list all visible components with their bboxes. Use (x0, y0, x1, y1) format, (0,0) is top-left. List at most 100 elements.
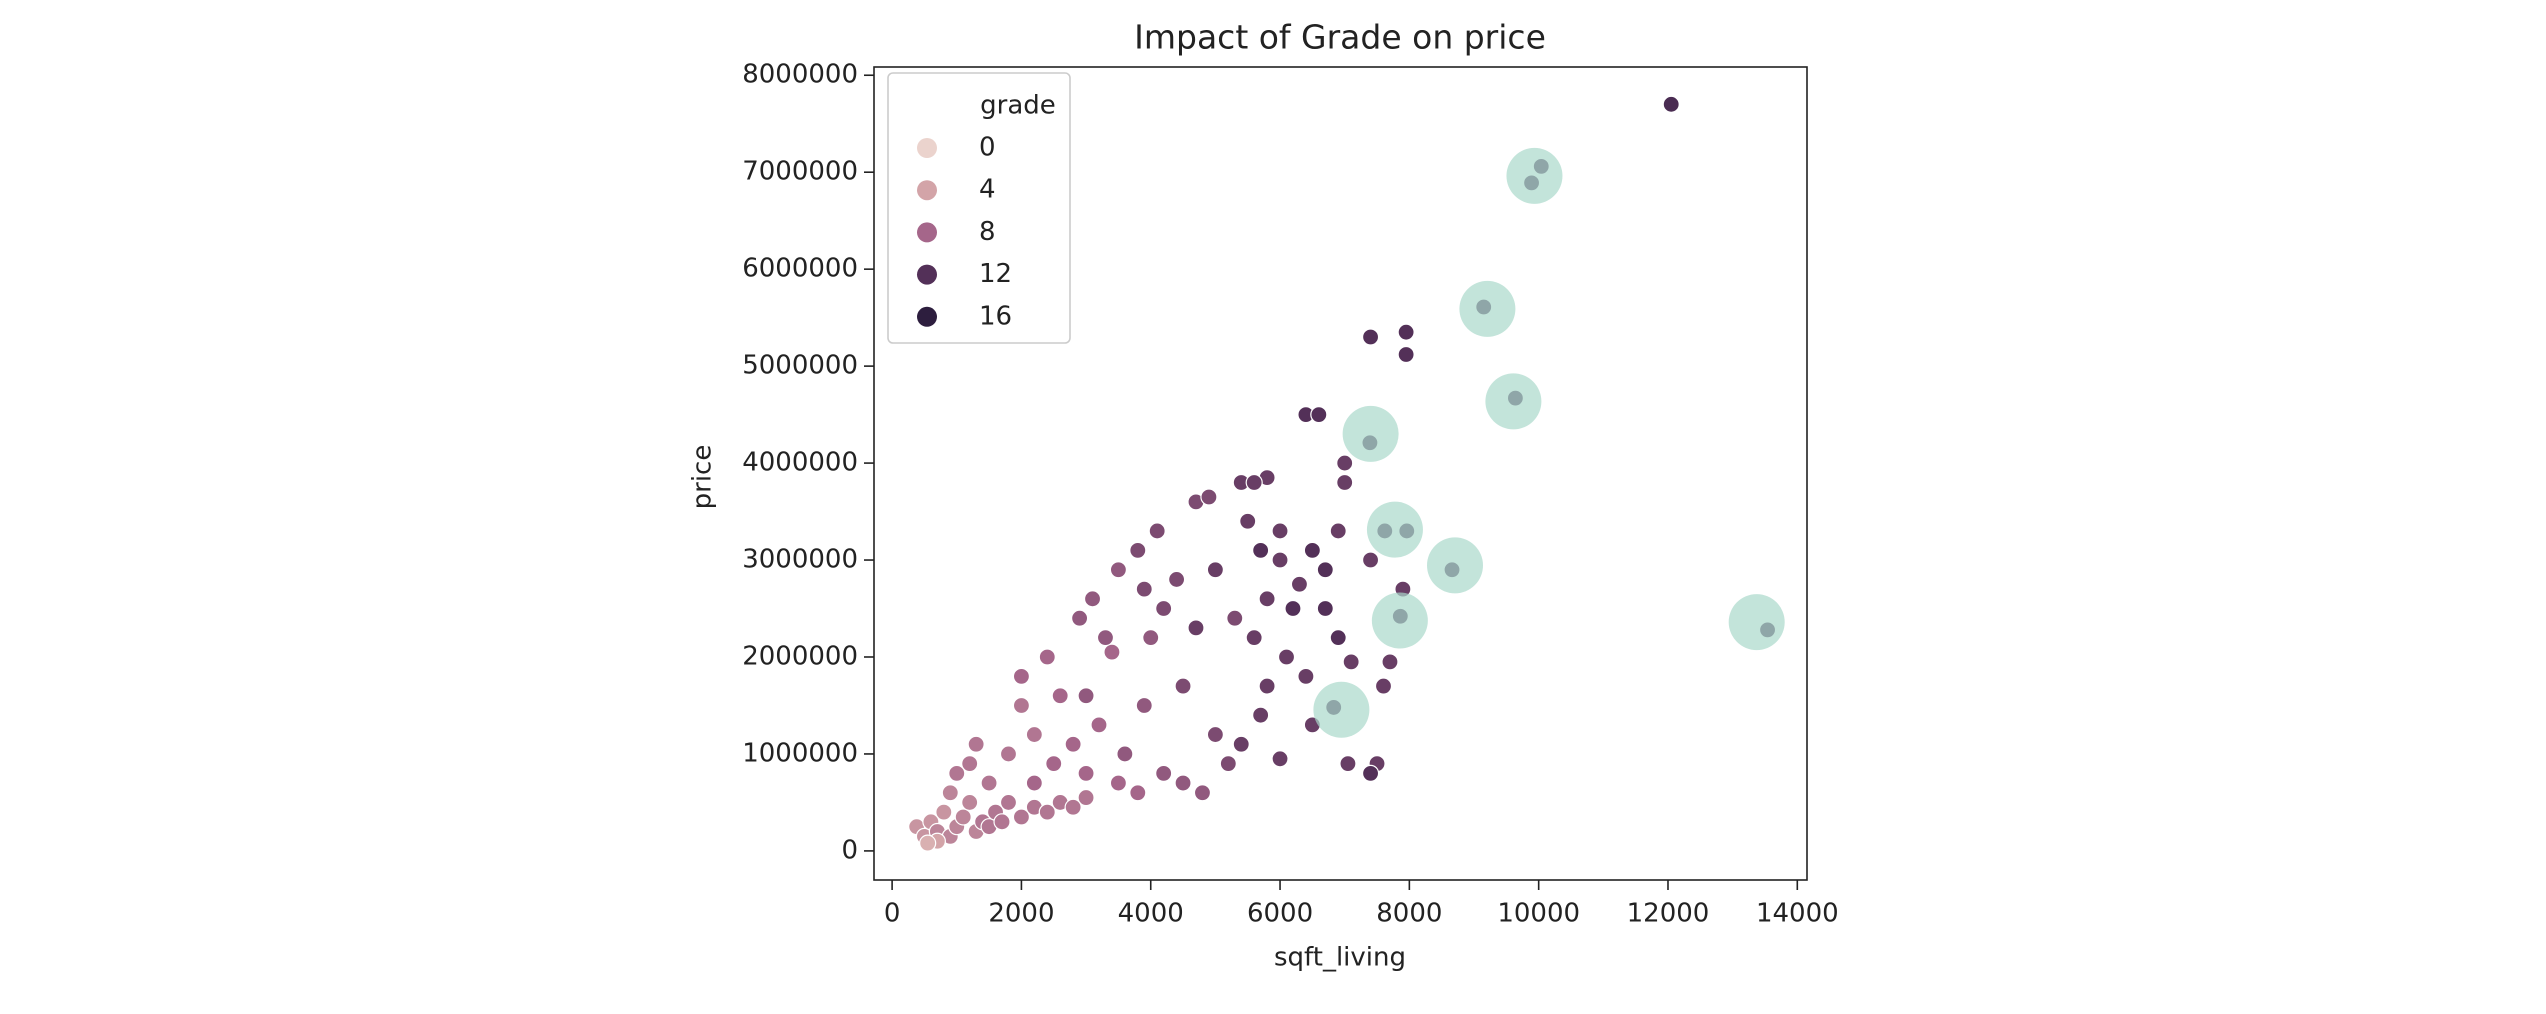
x-tick-label: 2000 (988, 899, 1054, 929)
axes: 0 2000 4000 6000 8000 10000 12000 14000 0 1000000… (742, 60, 1838, 929)
y-tick-label: 0 (841, 835, 858, 865)
point (1077, 687, 1095, 705)
point (1090, 716, 1108, 734)
y-tick-label: 5000000 (742, 351, 858, 381)
point (1200, 488, 1218, 506)
highlight (1485, 373, 1542, 430)
y-tick-label: 8000000 (742, 60, 858, 90)
highlight (1427, 537, 1484, 594)
point (1290, 575, 1309, 593)
point (1103, 643, 1121, 661)
x-tick-label: 8000 (1376, 899, 1442, 929)
x-tick-label: 12000 (1627, 899, 1710, 929)
y-tick-label: 2000000 (742, 641, 858, 671)
point (1012, 696, 1031, 715)
point (1051, 687, 1069, 705)
legend-label: 8 (979, 217, 996, 247)
x-tick-label: 4000 (1118, 899, 1184, 929)
legend-marker (917, 264, 937, 285)
point (993, 813, 1011, 831)
y-axis-label: price (688, 445, 718, 510)
point (1071, 609, 1089, 627)
point (1129, 541, 1147, 559)
legend: grade 0 4 8 12 16 (887, 72, 1071, 344)
point (1148, 522, 1166, 540)
point (1142, 629, 1160, 647)
point (935, 803, 953, 821)
legend-title: grade (980, 91, 1056, 121)
point (1135, 696, 1153, 715)
point (1397, 323, 1415, 341)
point (1129, 784, 1147, 802)
point (1187, 619, 1205, 637)
legend-label: 4 (979, 175, 996, 205)
highlights (1313, 147, 1785, 738)
point (1297, 667, 1315, 685)
point (1239, 512, 1257, 530)
y-tick-label: 3000000 (742, 545, 858, 575)
point (1252, 706, 1270, 724)
point (1361, 328, 1380, 346)
point (1277, 648, 1296, 666)
point (1045, 755, 1063, 773)
point (967, 735, 985, 753)
point (1174, 774, 1192, 792)
x-tick-label: 0 (884, 899, 901, 929)
point (1329, 522, 1347, 540)
point (1258, 677, 1276, 695)
point (961, 793, 979, 812)
point (1193, 784, 1212, 802)
x-axis-label: sqft_living (1274, 943, 1406, 973)
legend-marker (917, 180, 937, 201)
point (1109, 561, 1128, 579)
point (1361, 764, 1380, 782)
point (1271, 750, 1289, 768)
chart-title: Impact of Grade on price (1134, 18, 1546, 57)
y-tick-label: 4000000 (742, 448, 858, 478)
point (1206, 561, 1224, 579)
legend-label: 12 (979, 259, 1012, 289)
highlight (1313, 681, 1370, 738)
point (1284, 599, 1302, 618)
axes-frame (873, 66, 1808, 881)
point (1025, 774, 1043, 792)
point (1116, 745, 1134, 763)
point (1336, 454, 1354, 472)
point (999, 745, 1018, 763)
point (1219, 755, 1237, 773)
point (954, 808, 972, 826)
point (948, 764, 966, 782)
x-tick-label: 14000 (1756, 899, 1839, 929)
point (1329, 629, 1347, 647)
highlight (1728, 594, 1785, 651)
point (1245, 629, 1263, 647)
point (1245, 473, 1263, 492)
point (1342, 653, 1360, 671)
highlight (1371, 592, 1428, 649)
point (1174, 677, 1192, 695)
point (1096, 629, 1115, 647)
point (1012, 667, 1031, 685)
highlight (1366, 501, 1423, 558)
point (1336, 473, 1354, 492)
point (1135, 580, 1153, 598)
x-tick-label: 6000 (1247, 899, 1313, 929)
point (1271, 551, 1289, 569)
point (1397, 345, 1415, 364)
point (1109, 774, 1128, 792)
point (1038, 648, 1056, 666)
point (1252, 541, 1270, 559)
point (1012, 808, 1031, 826)
point (1662, 95, 1680, 113)
points (908, 95, 1777, 852)
point (1303, 541, 1321, 559)
point (1077, 788, 1095, 807)
y-tick-label: 7000000 (742, 157, 858, 187)
legend-marker (917, 222, 937, 243)
point (1316, 599, 1334, 618)
point (1381, 653, 1399, 671)
highlight (1459, 280, 1516, 337)
point (1271, 522, 1289, 540)
point (1316, 561, 1334, 579)
